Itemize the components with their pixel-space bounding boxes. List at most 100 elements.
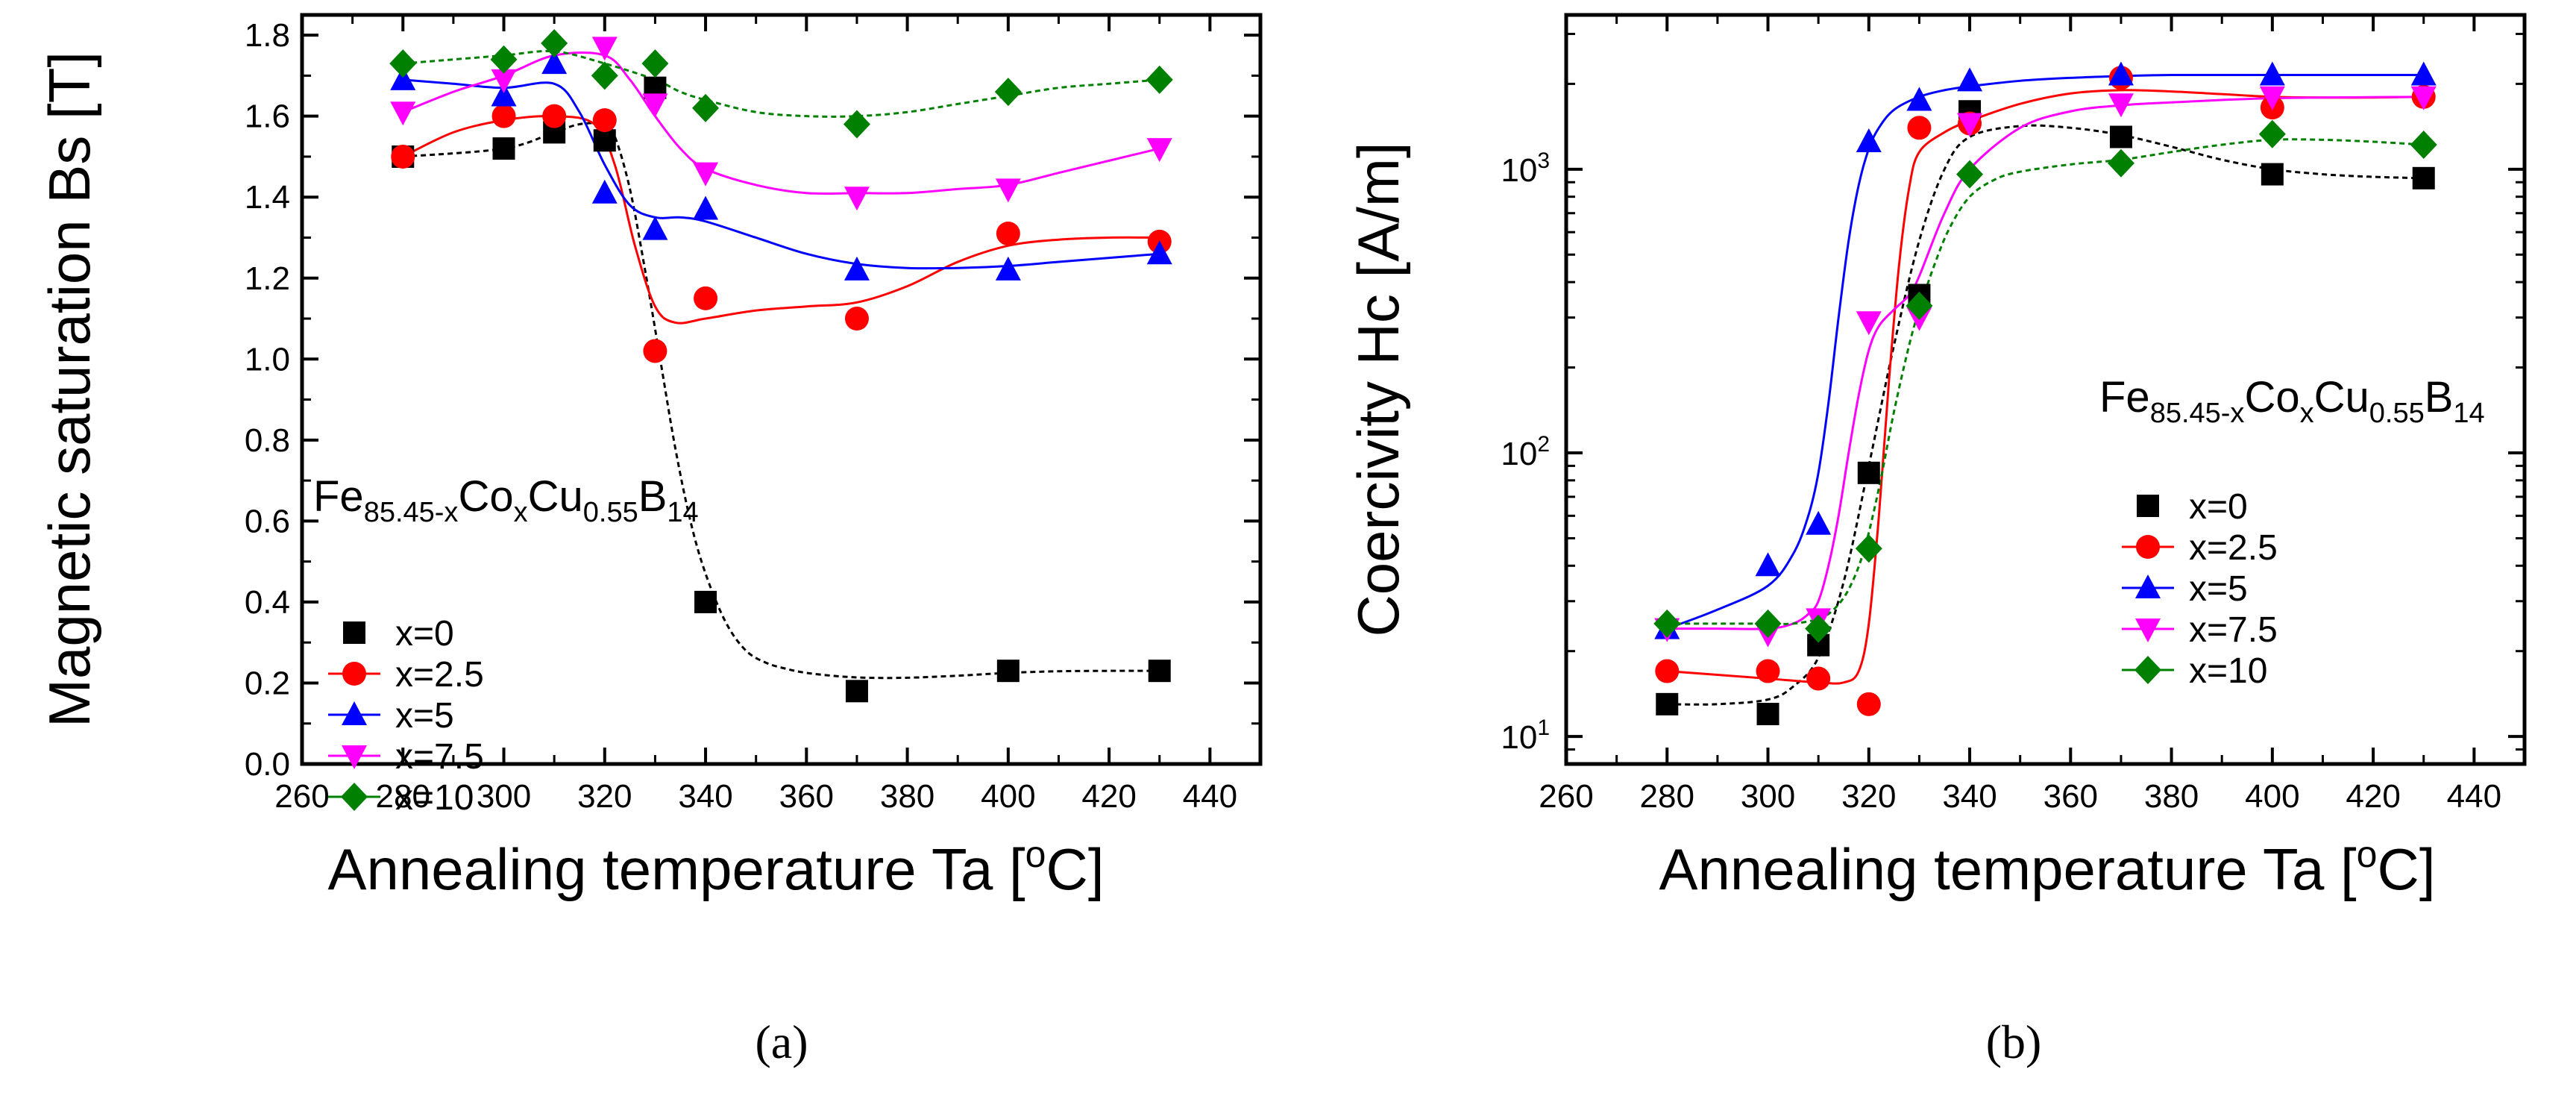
legend-marker-a-1 <box>342 662 366 686</box>
x-tick-label-b-4: 340 <box>1942 778 1997 815</box>
x-tick-label-b-6: 380 <box>2144 778 2199 815</box>
y-tick-label-a-3: 0.6 <box>245 503 290 539</box>
panel-label-b: (b) <box>1986 1015 2042 1068</box>
y-tick-label-b-0: 101 <box>1501 715 1550 756</box>
legend-marker-b-1 <box>2136 535 2160 559</box>
y-ticks-a: 0.0 0.2 0.4 0.6 0.8 1.0 1.2 1.4 1.6 1.8 <box>245 17 1260 783</box>
data-point-b-series-4-6 <box>2107 148 2134 178</box>
data-point-a-series-0-5 <box>694 590 717 613</box>
data-point-a-series-2-5 <box>693 195 719 220</box>
data-point-a-series-2-2 <box>541 50 568 75</box>
data-point-a-series-2-7 <box>995 256 1021 281</box>
legend-label-b-0: x=0 <box>2189 487 2248 527</box>
data-markers-b <box>1653 61 2437 726</box>
data-point-a-series-3-3 <box>642 93 668 118</box>
data-point-a-series-3-2 <box>591 37 618 61</box>
data-point-b-series-1-0 <box>1655 659 1680 683</box>
fit-curve-b-series-0 <box>1667 124 2424 706</box>
x-tick-label-b-3: 320 <box>1841 778 1896 815</box>
y-tick-label-b-2: 103 <box>1501 148 1550 189</box>
data-point-a-series-1-0 <box>391 144 415 169</box>
legend-label-b-1: x=2.5 <box>2189 528 2278 568</box>
x-tick-label-a-1: 280 <box>376 778 430 815</box>
fit-curve-a-series-3 <box>402 51 1160 195</box>
data-point-b-series-3-7 <box>2259 86 2285 110</box>
x-tick-label-a-9: 440 <box>1183 778 1237 815</box>
y-axis-label-a: Magnetic saturation Bs [T] <box>37 51 102 727</box>
data-point-b-series-0-0 <box>1656 692 1679 715</box>
data-point-b-series-4-4 <box>1906 291 1933 320</box>
x-tick-label-b-8: 420 <box>2346 778 2400 815</box>
data-point-b-series-0-3 <box>1857 461 1880 484</box>
y-tick-label-a-5: 1.0 <box>245 341 290 378</box>
data-point-a-series-3-1 <box>491 69 517 93</box>
data-point-b-series-2-5 <box>1957 67 1983 92</box>
data-point-b-series-0-8 <box>2412 166 2435 190</box>
data-point-a-series-2-8 <box>1146 240 1172 265</box>
legend-label-b-3: x=7.5 <box>2189 610 2278 650</box>
data-point-b-series-2-8 <box>2410 61 2437 86</box>
y-tick-label-b-1: 102 <box>1501 432 1550 472</box>
data-point-b-series-2-7 <box>2259 61 2285 86</box>
fit-curve-a-series-4 <box>403 49 1160 118</box>
data-point-a-series-1-5 <box>694 286 718 310</box>
data-point-a-series-4-6 <box>843 110 870 139</box>
y-axis-label-b: Coercivity Hc [A/m] <box>1345 142 1411 636</box>
data-point-b-series-0-1 <box>1756 703 1779 726</box>
chart-panel-a: 260 280 300 320 340 360 380 400 420 440 0.0 0.2 0.4… <box>37 13 1263 1068</box>
data-markers-a <box>389 28 1173 703</box>
data-point-a-series-0-7 <box>996 660 1020 683</box>
chart-panel-b: 260 280 300 320 340 360 380 400 420 440 101 102 103… <box>1345 13 2527 1068</box>
legend-marker-b-2 <box>2135 574 2161 598</box>
panel-label-a: (a) <box>755 1015 808 1068</box>
x-tick-label-a-6: 380 <box>880 778 934 815</box>
composition-annotation-a: Fe85.45-xCoxCu0.55B14 <box>313 472 699 528</box>
data-point-b-series-4-2 <box>1805 614 1832 643</box>
legend-marker-a-2 <box>342 701 367 725</box>
legend-marker-a-0 <box>343 621 365 644</box>
data-point-b-series-2-3 <box>1856 128 1882 152</box>
fit-curve-b-series-1 <box>1667 89 2424 685</box>
data-point-b-series-2-1 <box>1755 552 1781 577</box>
data-point-a-series-1-6 <box>844 307 869 331</box>
legend-marker-b-3 <box>2135 618 2161 642</box>
y-tick-label-a-8: 1.6 <box>245 98 290 135</box>
fit-curve-a-series-0 <box>403 122 1160 680</box>
data-point-b-series-1-2 <box>1806 666 1831 691</box>
data-point-b-series-1-3 <box>1856 692 1881 716</box>
legend-b: x=0x=2.5x=5x=7.5x=10 <box>2122 487 2278 691</box>
x-tick-label-a-8: 420 <box>1081 778 1136 815</box>
data-point-a-series-3-0 <box>390 101 416 126</box>
data-point-a-series-2-1 <box>491 82 517 107</box>
data-point-a-series-4-3 <box>591 61 618 90</box>
data-point-a-series-0-3 <box>593 129 616 152</box>
x-tick-label-b-2: 300 <box>1741 778 1795 815</box>
legend-label-b-4: x=10 <box>2189 651 2267 691</box>
legend-label-a-0: x=0 <box>395 614 454 654</box>
y-tick-label-a-1: 0.2 <box>245 665 290 701</box>
x-tick-label-a-4: 340 <box>678 778 732 815</box>
x-tick-label-a-5: 360 <box>779 778 834 815</box>
data-point-a-series-2-6 <box>844 256 870 281</box>
data-point-a-series-2-0 <box>390 66 416 90</box>
data-point-b-series-4-1 <box>1754 609 1782 638</box>
x-tick-label-a-3: 320 <box>577 778 632 815</box>
x-ticks-b: 260 280 300 320 340 360 380 400 420 440 <box>1539 15 2501 815</box>
x-tick-label-b-7: 400 <box>2245 778 2299 815</box>
data-point-b-series-4-3 <box>1855 534 1882 563</box>
data-point-b-series-4-8 <box>2410 131 2437 160</box>
data-point-a-series-3-7 <box>1146 138 1172 163</box>
data-point-a-series-0-8 <box>1148 660 1171 683</box>
legend-marker-b-4 <box>2134 656 2161 684</box>
data-point-a-series-2-4 <box>642 216 668 240</box>
composition-annotation-b: Fe85.45-xCoxCu0.55B14 <box>2099 373 2485 429</box>
data-point-b-series-4-7 <box>2258 119 2286 148</box>
x-tick-label-a-7: 400 <box>981 778 1035 815</box>
data-point-a-series-3-5 <box>844 187 870 211</box>
legend-a: x=0x=2.5x=5x=7.5x=10 <box>328 614 484 818</box>
y-tick-label-a-7: 1.4 <box>245 179 290 216</box>
x-tick-label-b-0: 260 <box>1539 778 1593 815</box>
plot-frame-b <box>1564 13 2527 766</box>
legend-label-b-2: x=5 <box>2189 569 2248 609</box>
